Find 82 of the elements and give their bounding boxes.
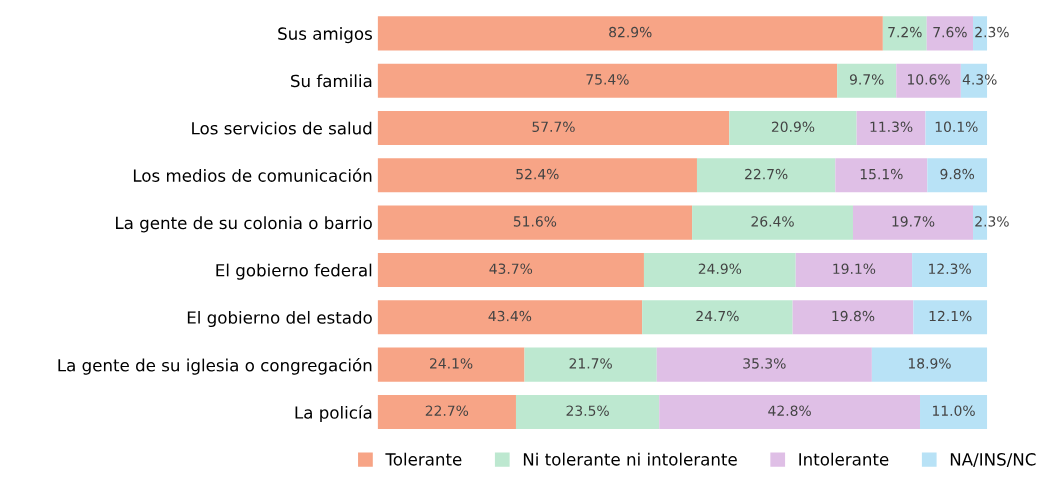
bar — [656, 347, 872, 382]
bar — [912, 252, 988, 287]
data-label: 24.9% — [698, 263, 742, 274]
bar — [871, 347, 988, 382]
bar — [729, 110, 857, 146]
data-label: 2.3% — [975, 26, 1009, 38]
data-label: 15.1% — [860, 168, 903, 180]
bar — [642, 300, 793, 335]
legend-label: Ni tolerante ni intolerante — [523, 452, 737, 466]
y-tick-label: La gente de su iglesia o congregación — [58, 357, 372, 375]
bar — [792, 300, 914, 335]
legend-label: NA/INS/NC — [950, 453, 1036, 467]
data-label: 11.0% — [933, 405, 975, 416]
data-label: 52.4% — [516, 168, 559, 180]
y-tick-label: El gobierno federal — [216, 263, 372, 280]
data-label: 23.5% — [566, 405, 609, 416]
data-label: 22.7% — [425, 405, 469, 416]
data-label: 18.9% — [908, 358, 951, 369]
legend-label: Intolerante — [799, 452, 889, 466]
data-label: 42.8% — [768, 405, 811, 416]
data-label: 20.9% — [771, 121, 815, 133]
data-label: 24.1% — [430, 358, 473, 369]
y-tick-label: Sus amigos — [278, 27, 372, 44]
data-label: 35.3% — [743, 358, 786, 369]
data-label: 82.9% — [609, 26, 652, 38]
bar — [377, 252, 644, 287]
bar — [927, 158, 988, 193]
bar — [377, 63, 838, 98]
data-label: 11.3% — [870, 121, 913, 133]
data-label: 4.3% — [962, 74, 997, 85]
data-label: 7.6% — [933, 26, 967, 38]
bar — [377, 205, 693, 240]
data-label: 12.3% — [929, 263, 971, 274]
bar — [852, 205, 974, 240]
data-label: 19.1% — [833, 263, 876, 274]
bar — [377, 394, 516, 429]
data-label: 10.1% — [935, 121, 978, 133]
bar — [835, 158, 928, 193]
bar — [377, 158, 697, 193]
bar — [692, 205, 853, 240]
data-label: 22.7% — [745, 168, 788, 180]
bar — [882, 16, 927, 51]
bar — [920, 394, 988, 429]
bar — [896, 63, 961, 98]
data-label: 57.7% — [532, 121, 575, 133]
bar — [925, 110, 988, 146]
y-tick-label: La policía — [295, 405, 372, 423]
data-label: 26.4% — [751, 216, 794, 227]
data-label: 43.4% — [488, 310, 532, 322]
y-tick-label: Su familia — [291, 74, 372, 88]
bar — [377, 110, 730, 146]
data-label: 19.8% — [832, 310, 875, 322]
y-tick-label: Los medios de comunicación — [133, 168, 372, 182]
data-label: 9.8% — [940, 168, 975, 180]
bar — [837, 63, 897, 98]
bar — [659, 394, 921, 429]
data-label: 24.7% — [696, 310, 739, 322]
bar — [377, 300, 643, 335]
data-label: 19.7% — [892, 216, 935, 227]
data-label: 7.2% — [888, 26, 922, 38]
legend-label: Tolerante — [385, 452, 462, 466]
bar — [643, 252, 796, 287]
bar — [856, 110, 926, 146]
data-label: 75.4% — [586, 74, 629, 85]
data-label: 21.7% — [569, 358, 612, 369]
bar — [524, 347, 657, 382]
bar — [377, 347, 525, 382]
data-label: 10.6% — [908, 74, 950, 85]
data-label: 51.6% — [513, 216, 557, 227]
bar — [913, 300, 988, 335]
data-label: 2.3% — [975, 216, 1009, 227]
data-label: 12.1% — [929, 310, 972, 322]
bar — [696, 158, 836, 193]
bar — [515, 394, 660, 429]
bar — [926, 16, 974, 51]
y-tick-label: Los servicios de salud — [192, 121, 372, 135]
bar — [795, 252, 913, 287]
data-label: 9.7% — [849, 74, 884, 85]
data-label: 43.7% — [489, 263, 533, 274]
y-tick-label: El gobierno del estado — [187, 310, 372, 328]
y-tick-label: La gente de su colonia o barrio — [116, 216, 372, 233]
bar — [377, 16, 883, 51]
